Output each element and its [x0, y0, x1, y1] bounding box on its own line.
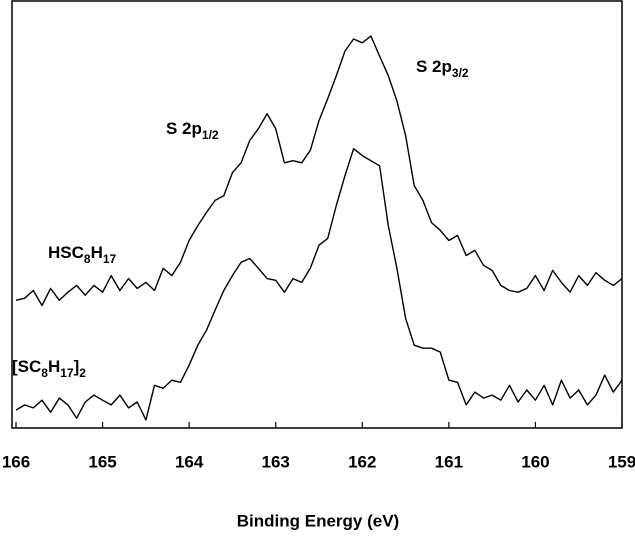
x-axis-title: Binding Energy (eV) — [237, 511, 399, 530]
series-label-part: 8 — [41, 366, 48, 380]
x-tick-label: 161 — [435, 452, 463, 471]
series-label-part: 2 — [79, 366, 86, 380]
x-tick-label: 163 — [262, 452, 290, 471]
series-label-part: HSC — [48, 243, 84, 262]
series-label: [SC8H17]2 — [12, 357, 86, 380]
x-tick-label: 165 — [88, 452, 116, 471]
x-tick-label: 162 — [348, 452, 376, 471]
peak-annotation-part: 1/2 — [202, 128, 219, 142]
peak-annotation: S 2p1/2 — [166, 119, 219, 142]
peak-annotation-part: 3/2 — [452, 66, 469, 80]
x-tick-label: 160 — [521, 452, 549, 471]
x-tick-label: 166 — [2, 452, 30, 471]
spectrum-line — [15, 35, 623, 307]
x-tick-label: 159 — [608, 452, 635, 471]
spectrum-line — [15, 148, 623, 421]
series-label-part: 8 — [84, 252, 91, 266]
series-label-part: H — [48, 357, 60, 376]
series-label-part: 17 — [103, 252, 117, 266]
series-label-part: [SC — [12, 357, 41, 376]
series-label: HSC8H17 — [48, 243, 117, 266]
peak-annotation-part: S 2p — [166, 119, 202, 138]
series-label-part: H — [91, 243, 103, 262]
x-tick-label: 164 — [175, 452, 204, 471]
peak-annotation: S 2p3/2 — [416, 57, 469, 80]
series-label-part: ] — [74, 357, 80, 376]
series-label-part: 17 — [60, 366, 74, 380]
peak-annotation-part: S 2p — [416, 57, 452, 76]
plot-frame — [11, 0, 623, 429]
